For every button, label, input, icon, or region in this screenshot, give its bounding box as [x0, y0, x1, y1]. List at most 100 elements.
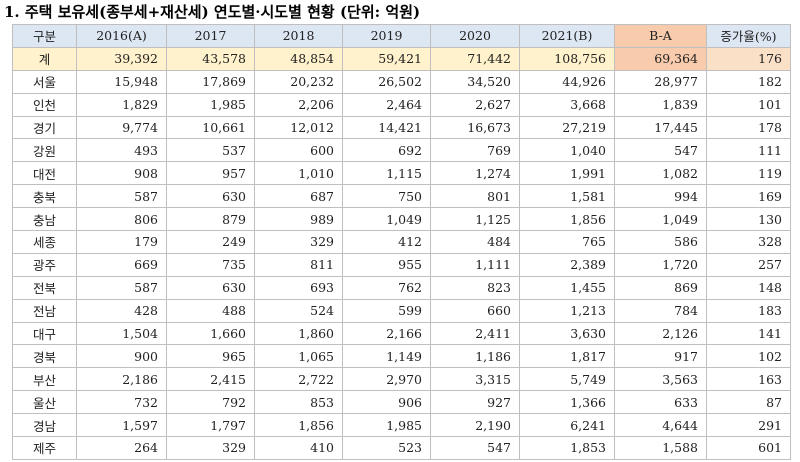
cell: 493	[76, 138, 167, 163]
cell: 587	[76, 275, 167, 300]
cell: 9,774	[76, 115, 167, 140]
cell: 182	[706, 69, 791, 94]
cell: 102	[706, 344, 791, 369]
cell: 1,991	[519, 161, 615, 186]
cell: 853	[254, 390, 343, 415]
cell: 39,392	[76, 46, 167, 71]
table-row: 충북 587 630 687 750 801 1,581 994 169	[12, 184, 791, 209]
header-cell: B-A	[614, 24, 707, 48]
table-row: 강원 493 537 600 692 769 1,040 547 111	[12, 138, 791, 163]
cell: 965	[166, 344, 255, 369]
cell: 1,213	[519, 298, 615, 323]
cell: 44,926	[519, 69, 615, 94]
row-label: 강원	[12, 138, 77, 163]
cell: 927	[430, 390, 520, 415]
cell: 428	[76, 298, 167, 323]
cell: 750	[342, 184, 431, 209]
table-row: 세종 179 249 329 412 484 765 586 328	[12, 230, 791, 254]
table-row: 대구 1,504 1,660 1,860 2,166 2,411 3,630 2,126 141	[12, 321, 791, 346]
cell: 2,190	[430, 413, 520, 438]
header-row: 구분 2016(A) 2017 2018 2019 2020 2021(B) B-A 증가율(%…	[12, 24, 791, 48]
cell: 291	[706, 413, 791, 438]
cell: 183	[706, 298, 791, 323]
cell: 869	[614, 275, 707, 300]
cell: 587	[76, 184, 167, 209]
cell: 148	[706, 275, 791, 300]
header-cell: 구분	[12, 24, 77, 48]
cell: 1,985	[342, 413, 431, 438]
cell: 48,854	[254, 46, 343, 71]
cell: 669	[76, 252, 167, 277]
cell: 523	[342, 436, 431, 460]
row-label: 대구	[12, 321, 77, 346]
cell: 3,563	[614, 367, 707, 392]
row-label: 제주	[12, 436, 77, 460]
cell: 16,673	[430, 115, 520, 140]
cell: 693	[254, 275, 343, 300]
cell: 1,115	[342, 161, 431, 186]
cell: 4,644	[614, 413, 707, 438]
cell: 2,415	[166, 367, 255, 392]
cell: 2,186	[76, 367, 167, 392]
header-cell: 2016(A)	[76, 24, 167, 48]
table-row: 제주 264 329 410 523 547 1,853 1,588 601	[12, 436, 791, 460]
row-label: 서울	[12, 69, 77, 94]
cell: 2,126	[614, 321, 707, 346]
cell: 2,722	[254, 367, 343, 392]
table-row: 전남 428 488 524 599 660 1,213 784 183	[12, 298, 791, 323]
table-row: 전북 587 630 693 762 823 1,455 869 148	[12, 275, 791, 300]
cell: 792	[166, 390, 255, 415]
cell: 2,411	[430, 321, 520, 346]
cell: 59,421	[342, 46, 431, 71]
cell: 989	[254, 207, 343, 232]
cell: 179	[76, 230, 167, 254]
cell: 1,125	[430, 207, 520, 232]
cell: 1,186	[430, 344, 520, 369]
cell: 1,985	[166, 92, 255, 117]
cell: 17,445	[614, 115, 707, 140]
cell: 111	[706, 138, 791, 163]
cell: 630	[166, 184, 255, 209]
cell: 1,856	[254, 413, 343, 438]
cell: 329	[254, 230, 343, 254]
row-label: 전남	[12, 298, 77, 323]
header-cell: 2019	[342, 24, 431, 48]
cell: 176	[706, 46, 791, 71]
cell: 5,749	[519, 367, 615, 392]
row-label: 경남	[12, 413, 77, 438]
cell: 547	[614, 138, 707, 163]
cell: 524	[254, 298, 343, 323]
row-label: 부산	[12, 367, 77, 392]
cell: 71,442	[430, 46, 520, 71]
cell: 249	[166, 230, 255, 254]
cell: 15,948	[76, 69, 167, 94]
cell: 1,040	[519, 138, 615, 163]
cell: 2,166	[342, 321, 431, 346]
cell: 27,219	[519, 115, 615, 140]
cell: 955	[342, 252, 431, 277]
cell: 1,660	[166, 321, 255, 346]
cell: 735	[166, 252, 255, 277]
cell: 257	[706, 252, 791, 277]
table-row: 경북 900 965 1,065 1,149 1,186 1,817 917 102	[12, 344, 791, 369]
table-row: 경기 9,774 10,661 12,012 14,421 16,673 27,219 17,…	[12, 115, 791, 140]
cell: 765	[519, 230, 615, 254]
header-cell: 증가율(%)	[706, 24, 791, 48]
row-label: 대전	[12, 161, 77, 186]
cell: 1,829	[76, 92, 167, 117]
cell: 1,049	[342, 207, 431, 232]
cell: 69,364	[614, 46, 707, 71]
header-cell: 2020	[430, 24, 520, 48]
cell: 823	[430, 275, 520, 300]
cell: 692	[342, 138, 431, 163]
cell: 1,049	[614, 207, 707, 232]
cell: 1,797	[166, 413, 255, 438]
cell: 801	[430, 184, 520, 209]
cell: 537	[166, 138, 255, 163]
table-row: 부산 2,186 2,415 2,722 2,970 3,315 5,749 3,563 163	[12, 367, 791, 392]
cell: 1,720	[614, 252, 707, 277]
cell: 28,977	[614, 69, 707, 94]
row-label: 울산	[12, 390, 77, 415]
row-label: 인천	[12, 92, 77, 117]
cell: 20,232	[254, 69, 343, 94]
